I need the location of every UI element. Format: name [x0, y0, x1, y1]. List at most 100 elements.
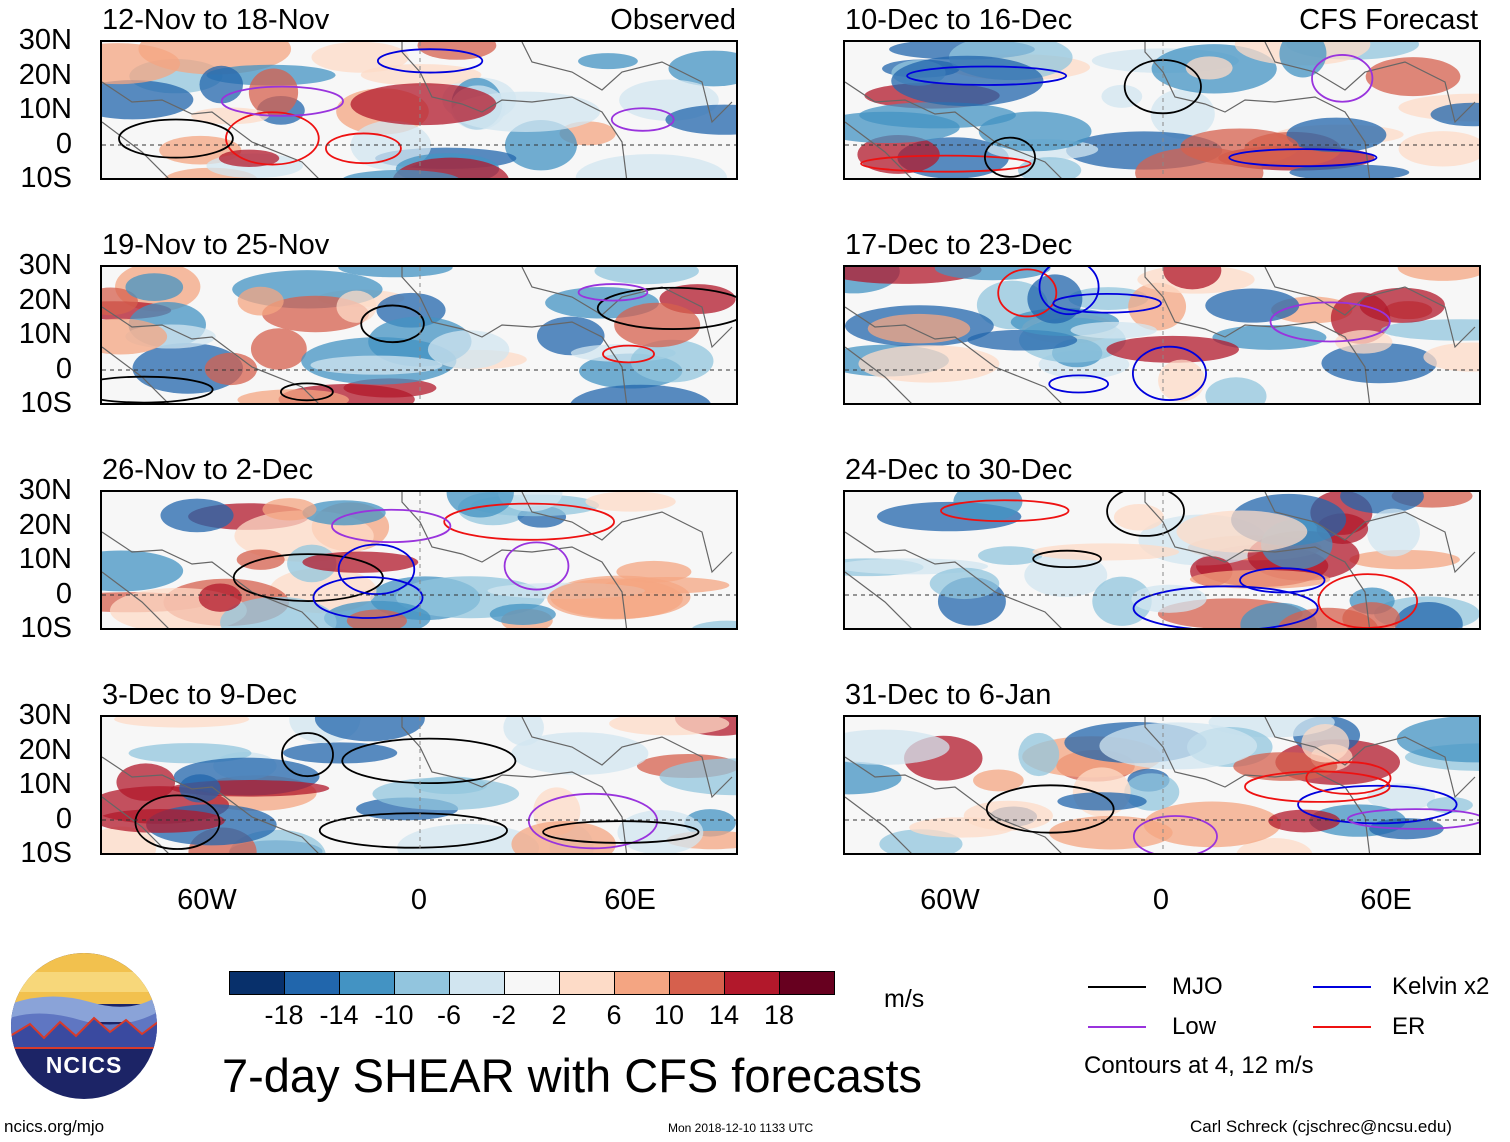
- contour-line: [527, 792, 659, 850]
- contour-line: [577, 283, 649, 302]
- shear-anomaly-blob: [1189, 569, 1331, 589]
- coastline: [1144, 717, 1371, 853]
- legend-er: ER: [1392, 1013, 1426, 1040]
- shear-anomaly-blob: [116, 763, 176, 801]
- shear-map: [102, 492, 736, 628]
- shear-map: [845, 42, 1479, 178]
- shear-anomaly-blob: [1359, 287, 1445, 323]
- colorbar-tick-label: 18: [763, 1000, 795, 1030]
- shear-anomaly-blob: [311, 42, 409, 73]
- coastline: [845, 571, 912, 628]
- contour-line: [984, 136, 1036, 178]
- lat-label: 10S: [20, 387, 72, 419]
- lat-label: 10N: [18, 768, 72, 800]
- lat-label: 30N: [18, 699, 72, 731]
- contour-line: [443, 502, 615, 541]
- colorbar-tick-label: 10: [653, 1000, 685, 1030]
- shear-anomaly-blob: [102, 287, 138, 316]
- main-title: 7-day SHEAR with CFS forecasts: [222, 1049, 922, 1102]
- coastline: [521, 717, 733, 799]
- shear-anomaly-blob: [1381, 319, 1479, 341]
- panel-title: 3-Dec to 9-Dec: [102, 679, 298, 711]
- legend-low: Low: [1172, 1013, 1217, 1040]
- contour-line: [102, 375, 214, 403]
- shear-anomaly-blob: [343, 169, 459, 178]
- colorbar-swatch: [284, 971, 340, 995]
- colorbar-tick-label: 14: [708, 1000, 740, 1030]
- colorbar-tick-label: -14: [319, 1000, 359, 1030]
- shear-anomaly-blob: [1268, 809, 1341, 833]
- contour-line: [281, 732, 334, 778]
- shear-anomaly-blob: [397, 823, 540, 853]
- shear-map: [102, 42, 736, 178]
- coastline: [521, 267, 733, 349]
- colorbar-swatch: [229, 971, 285, 995]
- shear-anomaly-blob: [1335, 330, 1393, 354]
- panel-title: 10-Dec to 16-Dec: [845, 4, 1073, 36]
- coastline: [102, 81, 319, 178]
- mjo-line-swatch: [1088, 986, 1146, 988]
- legend-mjo: MJO: [1172, 973, 1223, 1000]
- shear-anomaly-blob: [1185, 56, 1233, 80]
- panel-title: 17-Dec to 23-Dec: [845, 229, 1073, 261]
- shear-map: [102, 267, 736, 403]
- shading-field: [102, 42, 736, 178]
- shear-anomaly-blob: [1286, 117, 1387, 153]
- shear-anomaly-blob: [1321, 343, 1437, 384]
- contour-line: [1132, 815, 1218, 853]
- shear-anomaly-blob: [1397, 267, 1479, 281]
- contour-line: [1244, 770, 1391, 803]
- shear-anomaly-blob: [504, 119, 577, 171]
- shear-anomaly-blob: [668, 50, 736, 87]
- shear-anomaly-blob: [867, 313, 971, 344]
- panel-title: 24-Dec to 30-Dec: [845, 454, 1073, 486]
- shear-anomaly-blob: [1205, 377, 1267, 403]
- coastline: [845, 756, 1062, 853]
- lat-label: 0: [55, 802, 72, 835]
- low-line-swatch: [1088, 1026, 1146, 1028]
- lat-label: 20N: [18, 283, 72, 316]
- contour-line: [1317, 573, 1419, 628]
- shear-anomaly-blob: [617, 810, 704, 853]
- contour-line: [325, 132, 402, 165]
- panel-label-forecast: CFS Forecast: [1299, 4, 1478, 36]
- shear-anomaly-blob: [1423, 342, 1479, 372]
- colorbar-swatch: [779, 971, 835, 995]
- colorbar-tick-label: -10: [374, 1000, 414, 1030]
- shear-anomaly-blob: [845, 761, 902, 795]
- map-panel: [100, 490, 738, 630]
- lat-label: 0: [55, 352, 72, 385]
- lon-label-60e: 60E: [604, 884, 656, 916]
- shear-anomaly-blob: [547, 578, 683, 620]
- colorbar-tick-label: 6: [606, 1000, 622, 1030]
- map-panel: [100, 715, 738, 855]
- coastline: [102, 121, 169, 178]
- shear-anomaly-blob: [198, 583, 242, 612]
- shear-anomaly-blob: [282, 742, 398, 764]
- contour-line: [1032, 549, 1102, 568]
- contour-line: [118, 118, 234, 159]
- shear-anomaly-blob: [511, 821, 616, 853]
- colorbar-swatch: [394, 971, 450, 995]
- shear-anomaly-blob: [1398, 131, 1479, 167]
- shear-anomaly-blob: [659, 758, 736, 796]
- shear-anomaly-blob: [102, 826, 157, 853]
- contour-line: [318, 812, 508, 849]
- contour-line: [1052, 292, 1162, 314]
- lon-label-60w: 60W: [177, 884, 237, 916]
- shear-anomaly-blob: [237, 286, 284, 316]
- contour-line: [360, 304, 425, 344]
- shear-anomaly-blob: [929, 567, 1000, 600]
- legend-kelvin: Kelvin x2: [1392, 973, 1490, 1000]
- contour-line: [610, 107, 675, 132]
- panel-title: 31-Dec to 6-Jan: [845, 679, 1052, 711]
- lat-label: 10N: [18, 93, 72, 125]
- ncics-logo: NCICS: [10, 952, 158, 1100]
- shading-field: [845, 492, 1479, 628]
- contour-line: [225, 111, 320, 166]
- shading-field: [845, 267, 1479, 403]
- contour-line: [1228, 148, 1378, 168]
- shear-anomaly-blob: [845, 111, 960, 144]
- coastline: [1264, 492, 1476, 574]
- er-line-swatch: [1313, 1026, 1371, 1028]
